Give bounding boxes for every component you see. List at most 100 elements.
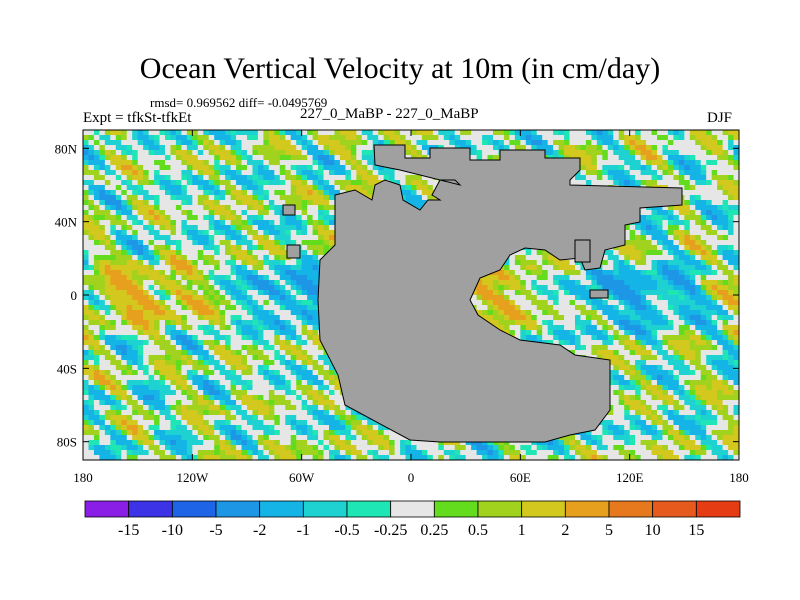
field-cell bbox=[197, 130, 204, 136]
field-cell bbox=[728, 230, 734, 236]
field-cell bbox=[121, 250, 128, 256]
field-cell bbox=[711, 165, 718, 171]
field-cell bbox=[208, 220, 215, 226]
field-cell bbox=[356, 130, 363, 136]
field-cell bbox=[378, 140, 385, 146]
field-cell bbox=[165, 280, 171, 286]
field-cell bbox=[367, 155, 374, 161]
field-cell bbox=[307, 195, 313, 201]
field-cell bbox=[225, 145, 231, 151]
field-cell bbox=[531, 135, 538, 141]
field-cell bbox=[252, 185, 259, 191]
field-cell bbox=[268, 205, 275, 211]
field-cell bbox=[263, 260, 270, 266]
field-cell bbox=[329, 190, 335, 196]
field-cell bbox=[717, 225, 723, 231]
field-cell bbox=[635, 240, 641, 246]
field-cell bbox=[230, 150, 237, 156]
field-cell bbox=[165, 330, 171, 336]
field-cell bbox=[657, 255, 663, 261]
field-cell bbox=[296, 335, 303, 341]
field-cell bbox=[214, 335, 221, 341]
field-cell bbox=[219, 255, 226, 261]
field-cell bbox=[509, 275, 516, 281]
field-cell bbox=[126, 285, 133, 291]
field-cell bbox=[247, 320, 253, 326]
field-cell bbox=[394, 135, 401, 141]
field-cell bbox=[143, 230, 149, 236]
field-cell bbox=[607, 265, 614, 271]
field-cell bbox=[607, 175, 614, 181]
field-cell bbox=[225, 235, 231, 241]
field-cell bbox=[695, 145, 702, 151]
field-cell bbox=[400, 185, 406, 191]
field-cell bbox=[728, 195, 734, 201]
field-cell bbox=[230, 290, 237, 296]
field-cell bbox=[553, 135, 559, 141]
field-cell bbox=[575, 300, 581, 306]
field-cell bbox=[197, 240, 204, 246]
field-cell bbox=[186, 130, 193, 136]
field-cell bbox=[684, 205, 691, 211]
field-cell bbox=[673, 215, 680, 221]
field-cell bbox=[115, 270, 122, 276]
field-cell bbox=[607, 275, 614, 281]
field-cell bbox=[602, 135, 609, 141]
field-cell bbox=[520, 250, 527, 256]
field-cell bbox=[493, 280, 499, 286]
field-cell bbox=[312, 200, 319, 206]
field-cell bbox=[241, 170, 248, 176]
field-cell bbox=[624, 145, 631, 151]
field-cell bbox=[301, 160, 308, 166]
field-cell bbox=[312, 280, 319, 286]
field-cell bbox=[88, 280, 95, 286]
field-cell bbox=[93, 255, 100, 261]
field-cell bbox=[400, 140, 406, 146]
field-cell bbox=[651, 210, 658, 216]
field-cell bbox=[673, 320, 680, 326]
field-cell bbox=[219, 160, 226, 166]
field-cell bbox=[542, 265, 549, 271]
field-cell bbox=[667, 175, 674, 181]
field-cell bbox=[547, 285, 554, 291]
field-cell bbox=[99, 280, 106, 286]
field-cell bbox=[154, 195, 160, 201]
field-cell bbox=[323, 150, 330, 156]
field-cell bbox=[651, 285, 658, 291]
field-cell bbox=[290, 195, 297, 201]
field-cell bbox=[307, 225, 313, 231]
field-cell bbox=[285, 145, 292, 151]
field-cell bbox=[421, 130, 428, 136]
field-cell bbox=[219, 285, 226, 291]
field-cell bbox=[585, 145, 592, 151]
field-cell bbox=[241, 175, 248, 181]
field-cell bbox=[591, 300, 598, 306]
field-cell bbox=[596, 160, 603, 166]
field-cell bbox=[684, 160, 691, 166]
field-cell bbox=[268, 270, 275, 276]
field-cell bbox=[236, 320, 242, 326]
field-cell bbox=[126, 230, 133, 236]
field-cell bbox=[547, 295, 554, 301]
field-cell bbox=[132, 330, 139, 336]
field-cell bbox=[296, 230, 303, 236]
field-cell bbox=[367, 135, 374, 141]
field-cell bbox=[181, 195, 188, 201]
field-cell bbox=[580, 330, 587, 336]
field-cell bbox=[722, 150, 729, 156]
field-cell bbox=[525, 305, 532, 311]
field-cell bbox=[252, 280, 259, 286]
field-cell bbox=[219, 265, 226, 271]
field-cell bbox=[575, 320, 581, 326]
field-cell bbox=[93, 300, 100, 306]
field-cell bbox=[624, 295, 631, 301]
field-cell bbox=[329, 175, 335, 181]
field-cell bbox=[711, 210, 718, 216]
field-cell bbox=[695, 300, 702, 306]
field-cell bbox=[667, 130, 674, 136]
field-cell bbox=[148, 255, 155, 261]
field-cell bbox=[372, 130, 379, 136]
field-cell bbox=[695, 160, 702, 166]
field-cell bbox=[285, 285, 292, 291]
field-cell bbox=[279, 165, 286, 171]
